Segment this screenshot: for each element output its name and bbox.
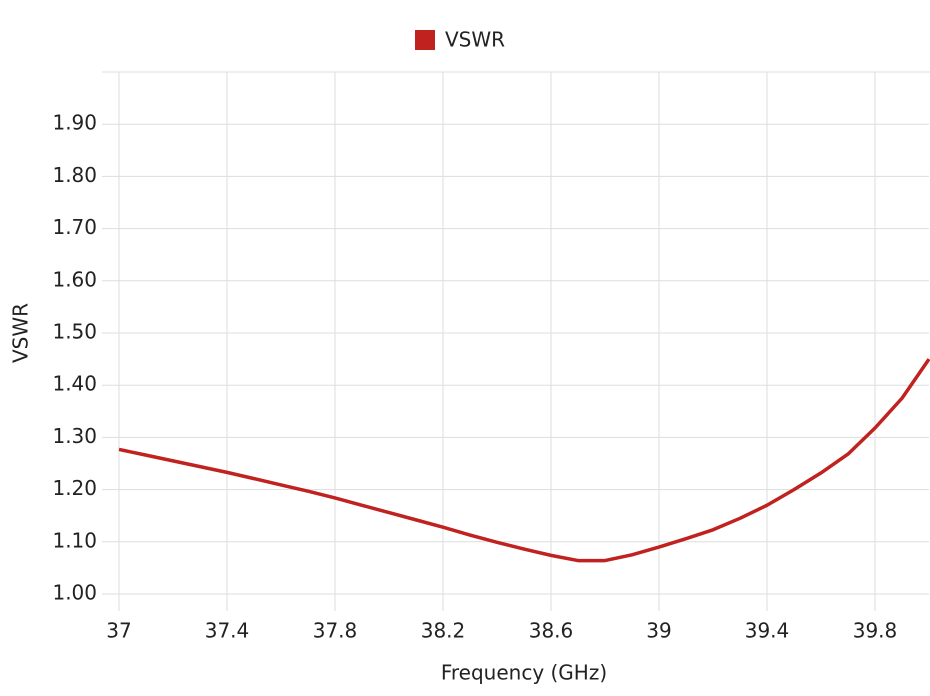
y-axis-label: VSWR xyxy=(9,303,33,363)
y-tick-label: 1.50 xyxy=(52,320,97,344)
x-tick-label: 38.2 xyxy=(421,619,466,643)
y-tick-label: 1.90 xyxy=(52,111,97,135)
y-tick-label: 1.10 xyxy=(52,528,97,552)
line-series xyxy=(118,358,930,563)
y-tick-label: 1.40 xyxy=(52,372,97,396)
legend-swatch xyxy=(415,30,435,50)
x-tick-label: 39.8 xyxy=(853,619,898,643)
y-tick-label: 1.30 xyxy=(52,424,97,448)
y-tick-label: 1.70 xyxy=(52,215,97,239)
y-tick-label: 1.80 xyxy=(52,163,97,187)
x-tick-label: 38.6 xyxy=(529,619,574,643)
x-tick-label: 39.4 xyxy=(745,619,790,643)
x-axis-label: Frequency (GHz) xyxy=(441,661,607,685)
x-tick-label: 37.4 xyxy=(205,619,250,643)
x-tick-label: 37 xyxy=(106,619,131,643)
y-tick-label: 1.60 xyxy=(52,267,97,291)
x-tick-label: 37.8 xyxy=(313,619,358,643)
y-tick-label: 1.20 xyxy=(52,476,97,500)
x-tick-label: 39 xyxy=(646,619,671,643)
y-tick-label: 1.00 xyxy=(52,581,97,605)
legend-label: VSWR xyxy=(445,28,505,52)
